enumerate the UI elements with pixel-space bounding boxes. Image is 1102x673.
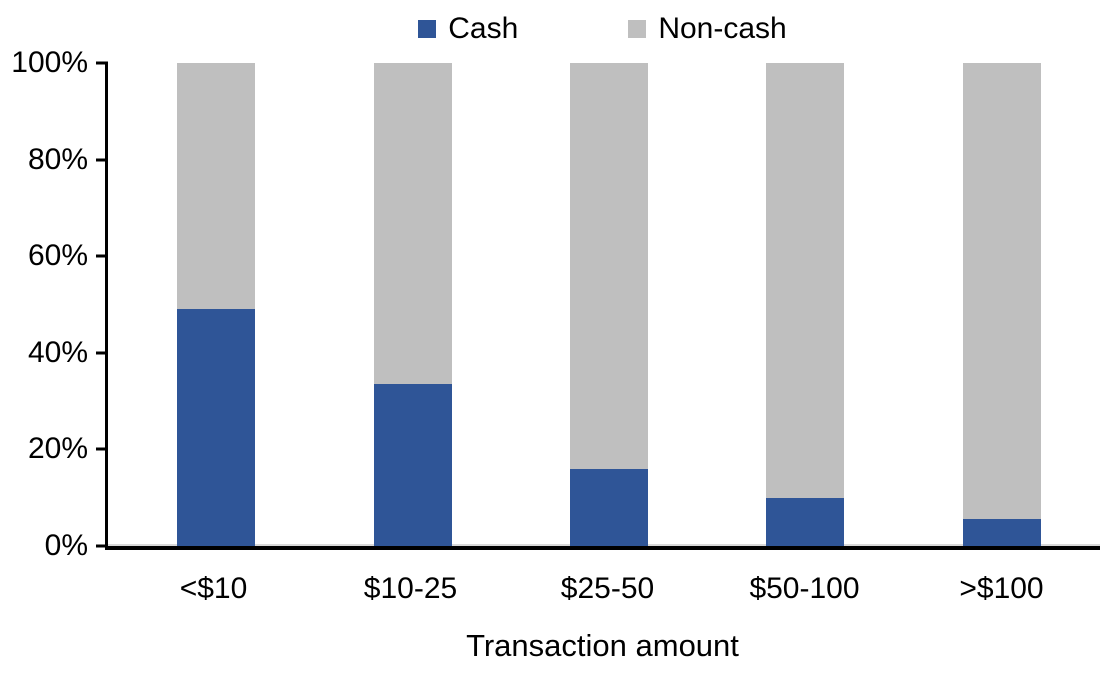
x-axis-tick-label: $50-100 <box>749 572 860 605</box>
legend-item-cash: Cash <box>418 11 518 47</box>
bars <box>108 63 1100 546</box>
y-axis-tick <box>96 351 108 355</box>
bar-slot <box>118 63 314 546</box>
bar-segment-noncash <box>570 63 649 469</box>
x-axis-tick-label: $10-25 <box>363 572 458 605</box>
y-axis-tick <box>96 158 108 162</box>
y-axis-tick <box>96 254 108 258</box>
stacked-bar <box>766 63 845 546</box>
bar-segment-noncash <box>962 63 1041 520</box>
y-axis-tick <box>96 61 108 65</box>
bar-segment-cash <box>373 384 452 546</box>
stacked-bar <box>570 63 649 546</box>
legend-label-noncash: Non-cash <box>658 12 787 45</box>
x-axis-tick-label: >$100 <box>959 572 1044 605</box>
x-axis-tick-label: $25-50 <box>560 572 655 605</box>
y-axis-tick-label: 60% <box>27 239 88 273</box>
y-axis-tick <box>96 447 108 451</box>
bar-slot <box>707 63 903 546</box>
bar-segment-noncash <box>766 63 845 498</box>
bar-segment-noncash <box>177 63 256 310</box>
y-axis-tick-label: 40% <box>27 335 88 369</box>
y-axis-labels: 0% 20% 40% 60% 80% 100% <box>0 47 88 562</box>
bar-segment-cash <box>177 309 256 546</box>
legend-marker-noncash <box>628 20 647 38</box>
stacked-bar <box>373 63 452 546</box>
bar-segment-cash <box>962 519 1041 546</box>
legend-item-noncash: Non-cash <box>628 11 787 47</box>
y-axis-tick-label: 80% <box>27 142 88 176</box>
bar-slot <box>904 63 1100 546</box>
legend-label-cash: Cash <box>448 12 519 45</box>
y-axis-tick <box>96 544 108 548</box>
y-axis-tick-label: 0% <box>44 529 88 562</box>
bar-segment-noncash <box>373 63 452 385</box>
y-axis-tick-label: 20% <box>27 432 88 466</box>
y-axis-tick-label: 100% <box>11 46 88 79</box>
stacked-bar <box>177 63 256 546</box>
x-axis-title: Transaction amount <box>466 628 739 663</box>
bar-segment-cash <box>766 497 845 546</box>
bar-slot <box>314 63 510 546</box>
x-axis-labels: <$10 $10-25 $25-50 $50-100 >$100 <box>105 572 1100 606</box>
plot-area <box>96 61 1100 550</box>
stacked-bar <box>962 63 1041 546</box>
legend: Cash Non-cash <box>105 11 1100 47</box>
bar-slot <box>511 63 707 546</box>
legend-marker-cash <box>418 20 437 38</box>
x-axis-tick-label: <$10 <box>179 572 248 605</box>
bar-segment-cash <box>570 468 649 546</box>
